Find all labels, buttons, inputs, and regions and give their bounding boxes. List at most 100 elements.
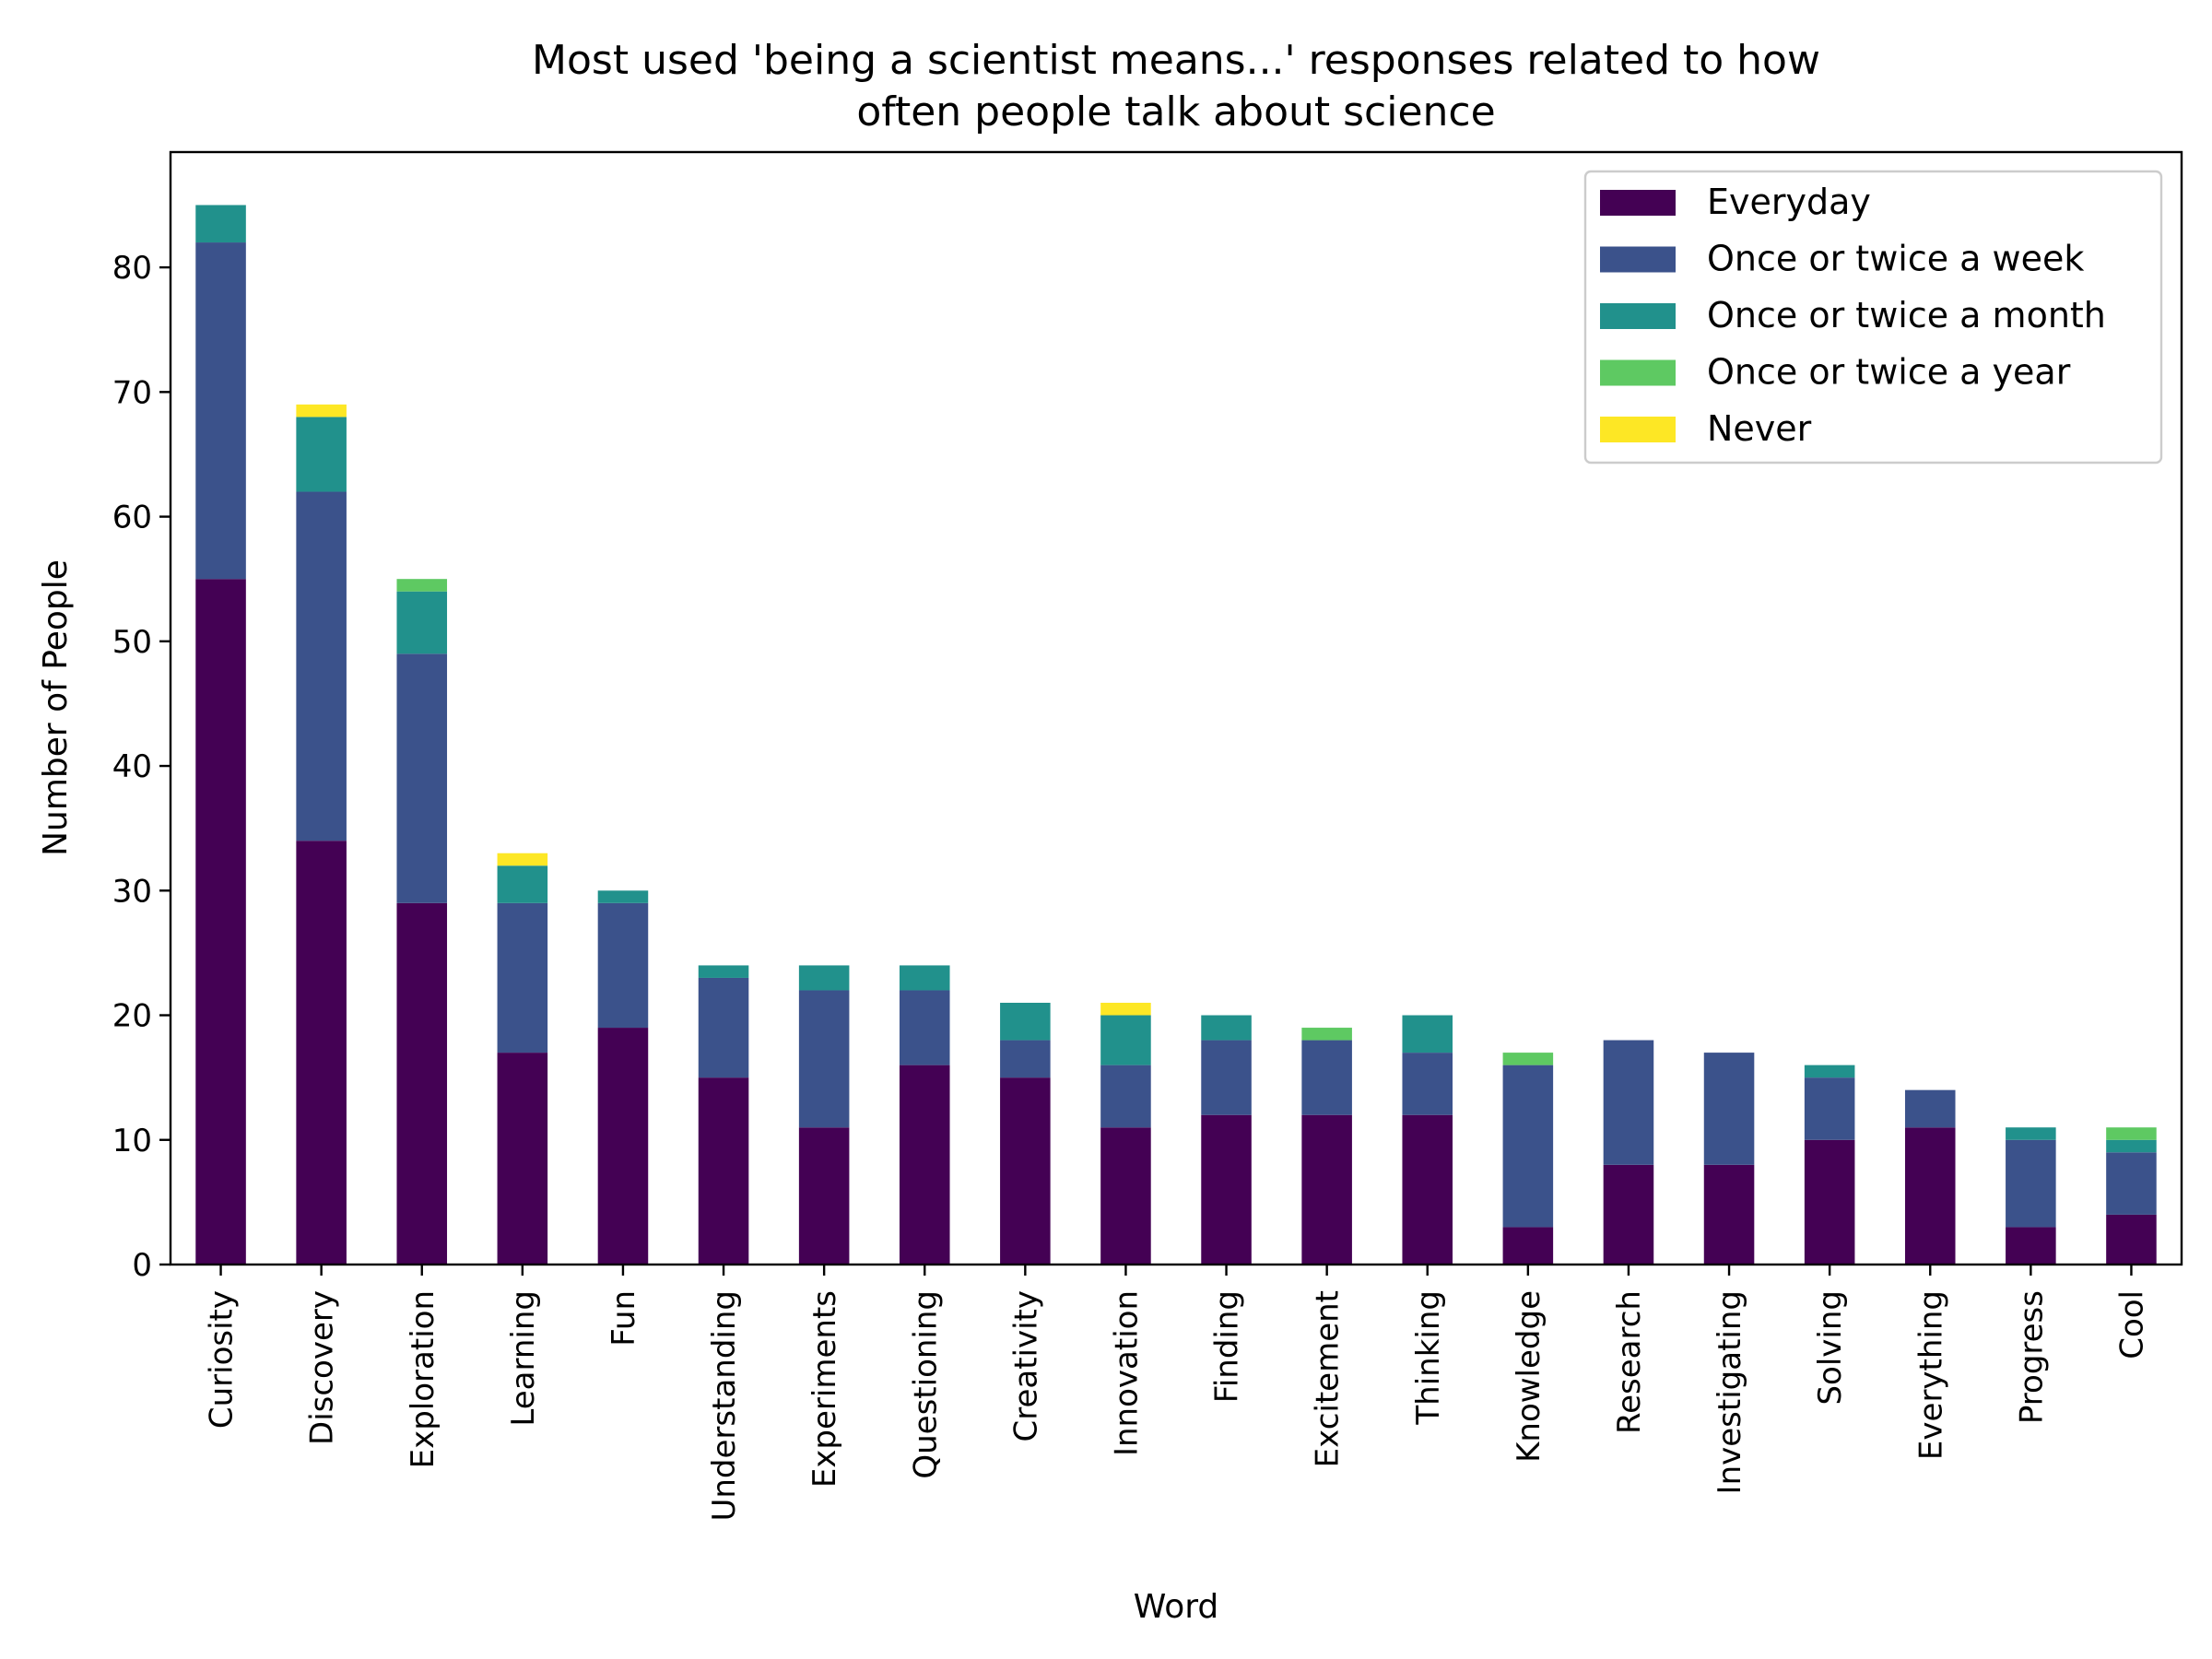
x-tick-label-excitement: Excitement [1310,1290,1347,1467]
bar-segment-curiosity-s2 [195,205,246,243]
legend-frame [1583,170,2163,465]
x-tick-label-everything: Everything [1912,1290,1949,1460]
y-tick-label: 0 [132,1247,152,1284]
x-tick-label-exploration: Exploration [405,1290,441,1468]
bar-segment-experiments-s0 [798,1127,850,1265]
bar-segment-experiments-s1 [798,990,850,1128]
bar-segment-excitement-s3 [1301,1028,1352,1041]
bar-segment-exploration-s2 [396,591,448,654]
bar-segment-thinking-s0 [1402,1114,1453,1265]
bar-segment-discovery-s4 [296,404,347,418]
bar-segment-innovation-s4 [1100,1003,1151,1016]
bar-segment-everything-s0 [1904,1127,1956,1265]
x-tick-label-innovation: Innovation [1108,1290,1145,1456]
plot-area-frame [169,150,2183,1266]
x-tick-label-experiments: Experiments [806,1290,843,1488]
legend-label-0: Everyday [1707,182,1871,222]
bar-segment-learning-s0 [497,1053,548,1265]
bar-segment-cool-s1 [2106,1152,2157,1215]
y-tick-label: 30 [112,873,152,910]
x-tick-label-questioning: Questioning [907,1290,944,1479]
bar-segment-cool-s3 [2106,1127,2157,1140]
legend-swatch-0 [1600,190,1676,216]
bar-segment-learning-s2 [497,865,548,903]
x-axis-ticks: Curiosity Discovery Exploration Learning Fun… [204,1265,2150,1522]
bar-segment-solving-s0 [1804,1139,1855,1265]
bar-segment-knowledge-s3 [1502,1053,1554,1065]
y-axis-ticks: 0 10 20 30 40 50 60 70 80 [112,250,171,1284]
bar-segment-investigating-s1 [1703,1053,1755,1165]
legend-swatch-4 [1600,417,1676,442]
bar-segment-finding-s0 [1201,1114,1252,1265]
x-tick-label-investigating: Investigating [1712,1290,1748,1494]
bar-segment-thinking-s2 [1402,1015,1453,1053]
bar-segment-exploration-s3 [396,579,448,592]
chart-title-line-1: Most used 'being a scientist means...' r… [532,37,1820,84]
bar-segment-curiosity-s1 [195,242,246,580]
x-tick-label-thinking: Thinking [1410,1290,1447,1426]
bar-segment-discovery-s1 [296,491,347,841]
bar-segment-innovation-s1 [1100,1065,1151,1128]
x-axis-label: Word [1134,1588,1219,1626]
bar-segment-questioning-s1 [899,990,950,1065]
legend-swatch-2 [1600,303,1676,329]
y-tick-label: 80 [112,250,152,287]
bar-segment-understanding-s1 [698,977,749,1078]
bar-segment-innovation-s2 [1100,1015,1151,1065]
y-tick-label: 50 [112,624,152,661]
x-tick-label-creativity: Creativity [1007,1290,1044,1442]
x-tick-label-fun: Fun [606,1290,642,1347]
y-tick-label: 20 [112,998,152,1035]
bar-segment-finding-s1 [1201,1040,1252,1115]
bar-segment-questioning-s0 [899,1065,950,1265]
bar-segment-excitement-s0 [1301,1114,1352,1265]
bar-segment-learning-s1 [497,902,548,1053]
legend-label-3: Once or twice a year [1707,352,2071,393]
bar-segment-discovery-s0 [296,841,347,1265]
bar-segment-creativity-s2 [1000,1003,1051,1041]
bar-segment-fun-s1 [597,902,649,1029]
legend-swatch-1 [1600,246,1676,273]
bar-segment-solving-s1 [1804,1077,1855,1140]
bar-segment-knowledge-s1 [1502,1065,1554,1228]
bar-segment-research-s1 [1603,1040,1654,1165]
legend-label-4: Never [1707,408,1812,449]
bar-segment-solving-s2 [1804,1065,1855,1078]
bar-segment-discovery-s2 [296,417,347,492]
bar-segment-finding-s2 [1201,1015,1252,1041]
bar-segment-progress-s2 [2006,1127,2056,1140]
bar-segment-excitement-s1 [1301,1040,1352,1115]
y-axis-label: Number of People [37,559,75,856]
bar-segment-innovation-s0 [1100,1127,1151,1265]
x-tick-label-cool: Cool [2113,1290,2150,1359]
bar-segment-investigating-s0 [1703,1164,1755,1265]
x-tick-label-progress: Progress [2013,1290,2050,1424]
x-tick-label-discovery: Discovery [304,1290,341,1445]
bar-segment-learning-s4 [497,853,548,866]
bar-segment-exploration-s0 [396,902,448,1265]
bar-segment-questioning-s2 [899,965,950,991]
x-tick-label-curiosity: Curiosity [204,1290,241,1429]
bars-group [195,205,2157,1265]
bar-segment-fun-s0 [597,1028,649,1265]
bar-segment-understanding-s2 [698,965,749,978]
chart-title-line-2: often people talk about science [856,88,1495,135]
x-tick-label-finding: Finding [1209,1290,1246,1403]
bar-segment-thinking-s1 [1402,1053,1453,1115]
y-tick-label: 70 [112,374,152,411]
bar-segment-curiosity-s0 [195,579,246,1265]
legend: Everyday Once or twice a week Once or twic… [1583,170,2163,465]
legend-label-1: Once or twice a week [1707,239,2084,279]
legend-label-2: Once or twice a month [1707,295,2106,335]
bar-segment-cool-s0 [2106,1214,2157,1265]
legend-swatch-3 [1600,359,1676,386]
bar-segment-understanding-s0 [698,1077,749,1265]
bar-segment-progress-s1 [2006,1139,2056,1228]
bar-segment-creativity-s0 [1000,1077,1051,1265]
bar-segment-experiments-s2 [798,965,850,991]
bar-segment-research-s0 [1603,1164,1654,1265]
bar-segment-progress-s0 [2006,1227,2056,1265]
x-tick-label-solving: Solving [1812,1290,1849,1406]
y-tick-label: 40 [112,748,152,785]
y-tick-label: 60 [112,500,152,536]
